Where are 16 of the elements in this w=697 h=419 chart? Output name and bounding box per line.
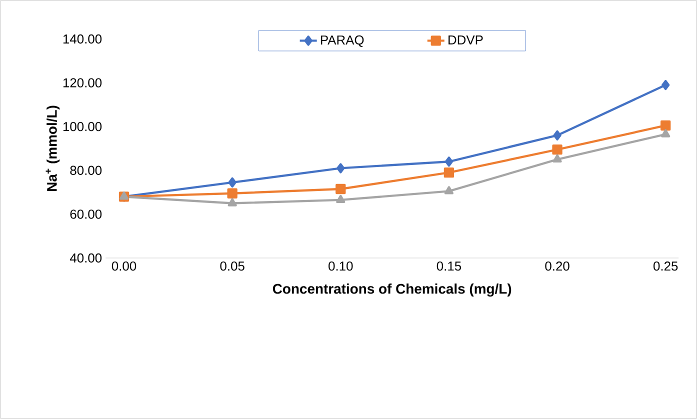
y-tick-label: 40.00 xyxy=(70,253,102,263)
x-tick-label: 0.15 xyxy=(436,262,462,271)
x-tick-label: 0.00 xyxy=(112,262,136,271)
x-tick-label: 0.25 xyxy=(653,262,678,271)
legend-label: DDVP xyxy=(448,36,483,44)
x-tick-label: 0.20 xyxy=(545,262,570,271)
y-tick-label: 80.00 xyxy=(70,166,102,175)
y-tick-label: 60.00 xyxy=(70,210,102,219)
x-tick-label: 0.10 xyxy=(328,262,353,271)
legend-label: PARAQ xyxy=(320,35,364,47)
y-tick-label: 120.00 xyxy=(63,78,102,88)
x-axis-title: Concentrations of Chemicals (mg/L) xyxy=(272,284,512,297)
y-tick-label: 100.00 xyxy=(63,122,102,132)
y-tick-label: 140.00 xyxy=(63,34,102,44)
y-axis-title: Na$^{+}$ (mmol/L) xyxy=(46,106,60,191)
x-tick-label: 0.05 xyxy=(220,262,244,271)
